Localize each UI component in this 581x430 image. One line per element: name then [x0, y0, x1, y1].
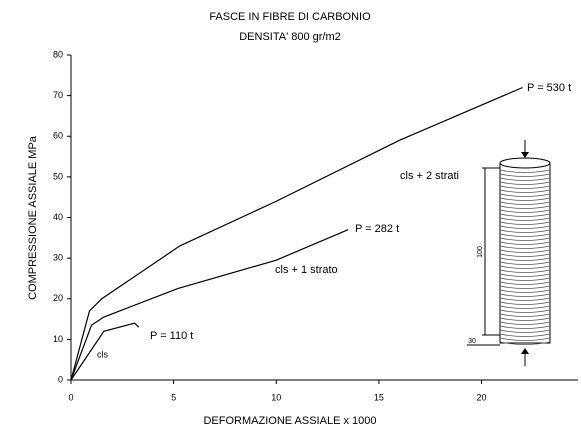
wrap-line [499, 289, 551, 293]
wrap-line [499, 221, 551, 225]
series-label: cls [97, 349, 108, 359]
wrap-line [499, 277, 551, 281]
wrap-line [499, 213, 551, 217]
wrap-line [499, 169, 551, 173]
wrap-line [499, 217, 551, 221]
wrap-line [499, 317, 551, 321]
wrap-line [499, 229, 551, 233]
series-line [70, 86, 523, 381]
wrap-line [499, 205, 551, 209]
arrow-head [521, 152, 529, 158]
y-tick-label: 30 [53, 253, 63, 263]
wrap-line [499, 193, 551, 197]
y-tick-label: 0 [58, 374, 63, 384]
y-tick-label: 80 [53, 49, 63, 59]
wrap-line [499, 245, 551, 249]
wrap-line [499, 225, 551, 229]
wrap-line [499, 313, 551, 317]
series-label: cls + 2 strati [400, 170, 459, 182]
wrap-line [499, 233, 551, 237]
x-tick-label: 5 [171, 392, 176, 402]
y-tick-label: 50 [53, 171, 63, 181]
wrap-line [499, 309, 551, 313]
wrap-line [499, 189, 551, 193]
y-tick-label: 40 [53, 212, 63, 222]
series-line [70, 322, 140, 381]
wrap-line [499, 325, 551, 329]
wrap-line [499, 197, 551, 201]
wrap-line [499, 301, 551, 305]
wrap-line [499, 209, 551, 213]
wrap-line [499, 341, 551, 345]
x-tick-label: 0 [68, 392, 73, 402]
wrap-line [499, 173, 551, 177]
wrap-line [499, 329, 551, 333]
x-tick-label: 10 [271, 392, 281, 402]
chart-subtitle: DENSITA' 800 gr/m2 [239, 31, 341, 43]
wrap-line [499, 177, 551, 181]
wrap-line [499, 321, 551, 325]
wrap-line [499, 285, 551, 289]
wrap-line [499, 265, 551, 269]
wrap-line [499, 281, 551, 285]
chart-title: FASCE IN FIBRE DI CARBONIO [209, 11, 371, 23]
y-tick-label: 20 [53, 293, 63, 303]
x-axis-label: DEFORMAZIONE ASSIALE x 1000 [203, 415, 376, 427]
series-label: cls + 1 strato [275, 264, 338, 276]
dimension-label: 100 [477, 246, 484, 258]
wrap-line [499, 261, 551, 265]
series-line [70, 229, 349, 381]
arrow-head [521, 348, 529, 354]
wrap-line [499, 201, 551, 205]
wrap-line [499, 305, 551, 309]
x-tick-label: 20 [477, 392, 487, 402]
wrap-line [499, 257, 551, 261]
column-wraps [499, 169, 551, 345]
wrap-line [499, 297, 551, 301]
wrap-line [499, 333, 551, 337]
y-tick-label: 10 [53, 334, 63, 344]
x-tick-label: 15 [374, 392, 384, 402]
wrap-line [499, 241, 551, 245]
annotation: P = 282 t [355, 223, 399, 235]
wrap-line [499, 249, 551, 253]
y-axis-label: COMPRESSIONE ASSIALE MPa [27, 135, 39, 300]
annotation: P = 110 t [150, 330, 193, 342]
wrap-line [499, 185, 551, 189]
wrap-line [499, 273, 551, 277]
dimension-label: 30 [468, 338, 476, 345]
wrap-line [499, 269, 551, 273]
wrap-line [499, 253, 551, 257]
y-tick-label: 60 [53, 131, 63, 141]
annotation: P = 530 t [527, 82, 571, 94]
wrap-line [499, 293, 551, 297]
y-tick-label: 70 [53, 90, 63, 100]
column-top [499, 157, 551, 169]
wrap-line [499, 237, 551, 241]
wrap-line [499, 181, 551, 185]
wrap-line [499, 337, 551, 341]
column-illustration: 100 30 [467, 140, 551, 366]
column-body [499, 162, 551, 344]
